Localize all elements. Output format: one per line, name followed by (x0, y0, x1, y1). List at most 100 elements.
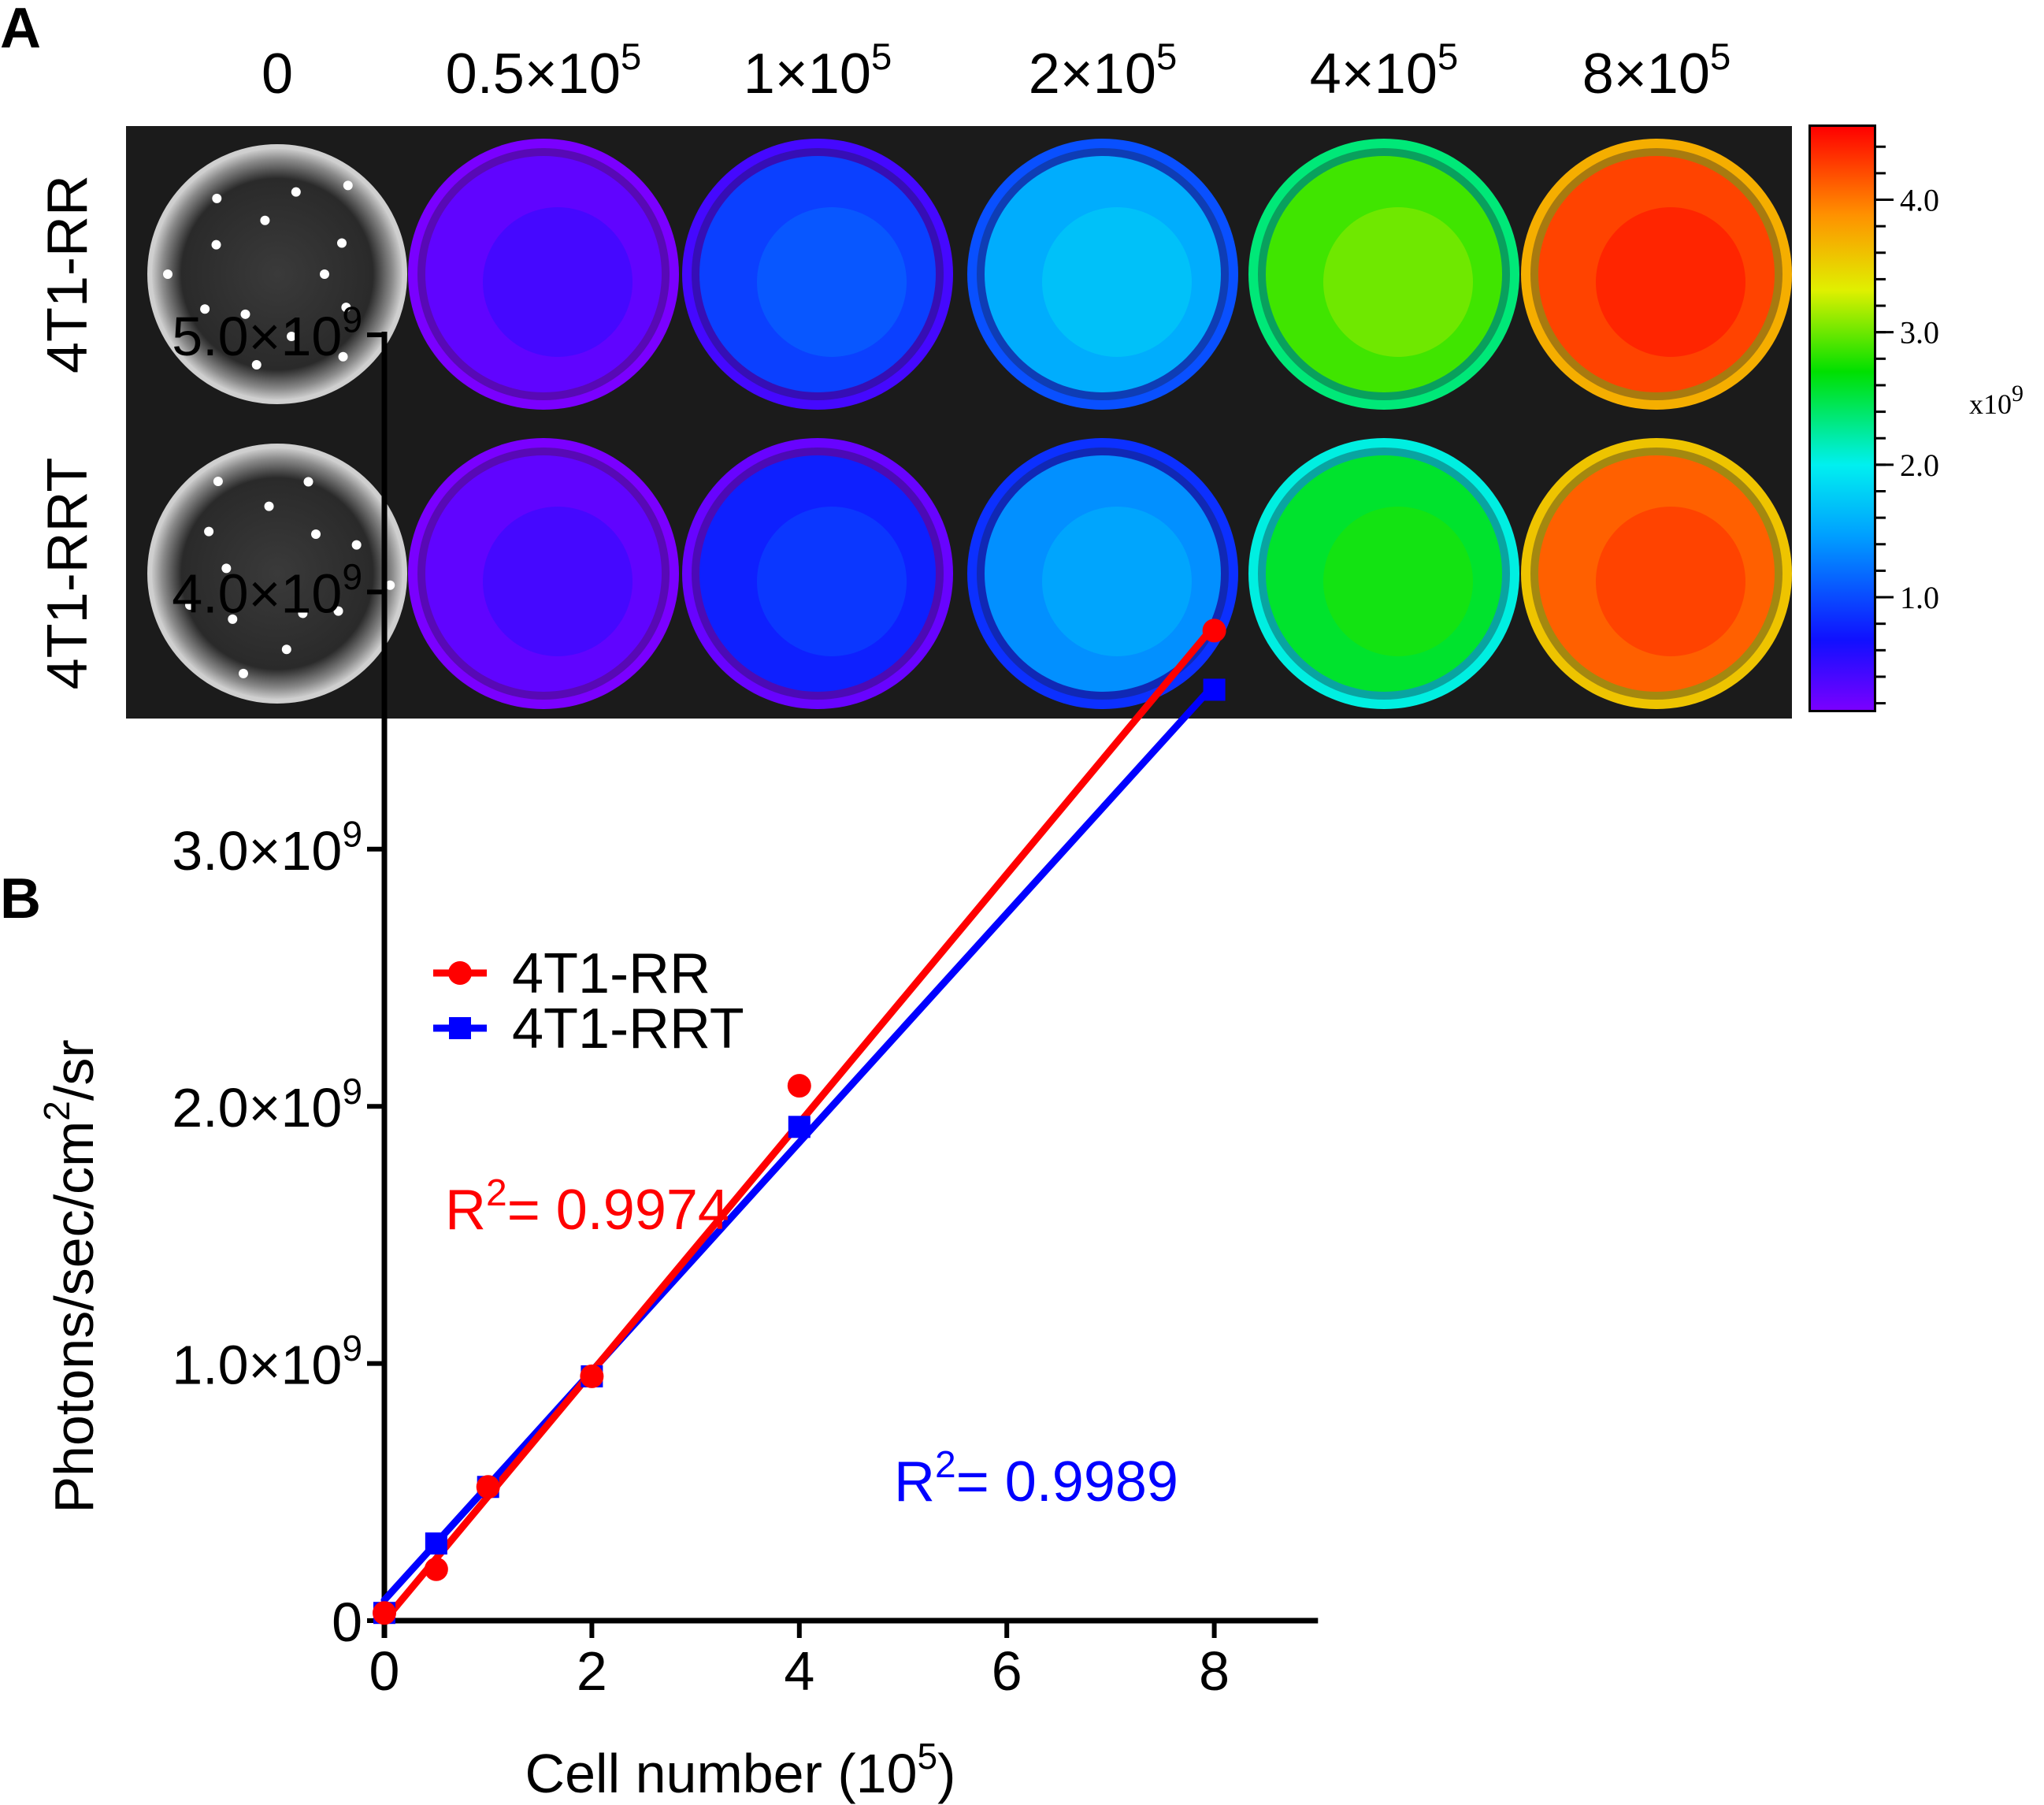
y-tick-label-0-base: 0 (332, 1591, 362, 1653)
point-4T1-RR-0 (373, 1601, 396, 1625)
well-core (1323, 507, 1473, 656)
well-glint (320, 269, 329, 279)
y-tick-label-0: 0 (332, 1591, 362, 1653)
well-r0-c2 (682, 139, 953, 410)
column-label-2: 1×105 (744, 36, 892, 106)
well-glint (200, 304, 210, 314)
y-tick-label-2-base: 2.0×10 (172, 1077, 342, 1138)
legend-label-1: 4T1-RRT (512, 997, 744, 1060)
column-label-1-exp: 5 (621, 36, 641, 78)
plate-image (126, 126, 1792, 719)
column-label-4: 4×105 (1310, 36, 1459, 106)
r2-red-value: = 0.9974 (507, 1179, 729, 1242)
column-label-1-base: 0.5×10 (446, 43, 621, 106)
y-axis-title-base: Photons/sec/cm (43, 1121, 105, 1513)
well-core (1323, 207, 1473, 357)
y-tick-label-1-base: 1.0×10 (172, 1335, 342, 1396)
column-label-2-exp: 5 (871, 36, 892, 78)
colorbar-unit-base: x10 (1969, 388, 2012, 420)
well-r0-c3 (967, 139, 1238, 410)
point-4T1-RR-5 (1202, 618, 1226, 643)
well-core (1596, 507, 1745, 656)
point-4T1-RR-3 (580, 1364, 604, 1388)
legend-label-0: 4T1-RR (512, 942, 710, 1005)
well-glint (260, 215, 270, 225)
x-axis-title: Cell number (105) (525, 1736, 956, 1804)
well-r1-c2 (682, 438, 953, 709)
well-glint (204, 526, 214, 537)
column-label-0-base: 0 (262, 43, 293, 106)
point-4T1-RRT-4 (788, 1116, 811, 1138)
y-tick-label-1: 1.0×109 (172, 1328, 362, 1395)
colorbar-unit: x109 (1969, 381, 2024, 420)
well-r1-c4 (1248, 438, 1519, 709)
well-r0-c0 (147, 144, 407, 404)
well-glint (303, 477, 313, 487)
x-tick-label-3: 6 (992, 1640, 1022, 1702)
panel-b-label: B (0, 867, 41, 930)
data-markers (373, 618, 1226, 1625)
well-glint (240, 309, 250, 319)
point-4T1-RRT-1 (425, 1532, 447, 1555)
well-glint (333, 606, 343, 616)
column-label-4-exp: 5 (1437, 36, 1458, 78)
r2-blue-base: R (894, 1450, 935, 1513)
x-tick-label-1: 2 (577, 1640, 607, 1702)
x-tick-label-4: 8 (1199, 1640, 1230, 1702)
well-glint (291, 187, 301, 197)
well-glint (221, 563, 232, 574)
column-label-3: 2×105 (1029, 36, 1178, 106)
column-label-5-exp: 5 (1710, 36, 1731, 78)
y-tick-label-1-exp: 9 (342, 1328, 362, 1369)
well-r1-c1 (408, 438, 679, 709)
legend-marker-0 (448, 961, 472, 985)
point-4T1-RR-2 (476, 1475, 500, 1499)
column-labels: 0 0.5×105 1×105 2×105 4×105 8×105 (262, 36, 1731, 106)
colorbar-tick-label: 4.0 (1900, 183, 1939, 218)
colorbar-unit-exp: 9 (2012, 381, 2024, 407)
colorbar-tick-label: 1.0 (1900, 580, 1939, 615)
y-tick-label-2-exp: 9 (342, 1071, 362, 1112)
r2-red-exp: 2 (486, 1172, 507, 1214)
well-glint (351, 540, 362, 550)
well-r1-c5 (1521, 438, 1792, 709)
well-glint (185, 600, 195, 611)
panel-a: A 0 0.5×105 1×105 2×105 4×105 8×105 4T1-RR4T1… (0, 0, 2024, 719)
well-glint (287, 331, 297, 341)
well-r0-c5 (1521, 139, 1792, 410)
x-tick-label-0: 0 (369, 1640, 400, 1702)
well-glint (341, 303, 351, 313)
column-label-1: 0.5×105 (446, 36, 642, 106)
well-glint (311, 529, 321, 540)
y-axis-title: Photons/sec/cm2/sr (36, 1039, 105, 1513)
r2-red-base: R (445, 1179, 486, 1242)
y-tick-label-5: 5.0×109 (172, 299, 362, 367)
y-tick-label-4: 4.0×109 (172, 556, 362, 624)
x-tick-label-2: 4 (784, 1640, 814, 1702)
r2-blue-value: = 0.9989 (956, 1450, 1178, 1513)
y-tick-label-2: 2.0×109 (172, 1071, 362, 1138)
well-glint (163, 269, 172, 279)
well-r0-c1 (408, 139, 679, 410)
well-r0-c4 (1248, 139, 1519, 410)
colorbar-tick-label: 3.0 (1900, 315, 1939, 351)
column-label-3-exp: 5 (1156, 36, 1177, 78)
well-core (757, 207, 907, 357)
well-glint (338, 351, 348, 362)
column-label-0: 0 (262, 43, 293, 106)
y-axis-title-exp: 2 (36, 1101, 77, 1121)
column-label-4-base: 4×10 (1310, 43, 1437, 106)
well-r1-c0 (147, 444, 407, 704)
well-glint (336, 238, 347, 248)
x-axis-title-base: Cell number (10 (525, 1743, 918, 1804)
well-glint (251, 360, 262, 370)
column-label-2-base: 1×10 (744, 43, 871, 106)
y-axis-title-tail: /sr (43, 1039, 105, 1101)
colorbar-tick-labels: 4.0 3.0 2.0 1.0 (1876, 183, 1939, 615)
r2-label-red: R2= 0.9974 (445, 1172, 729, 1242)
